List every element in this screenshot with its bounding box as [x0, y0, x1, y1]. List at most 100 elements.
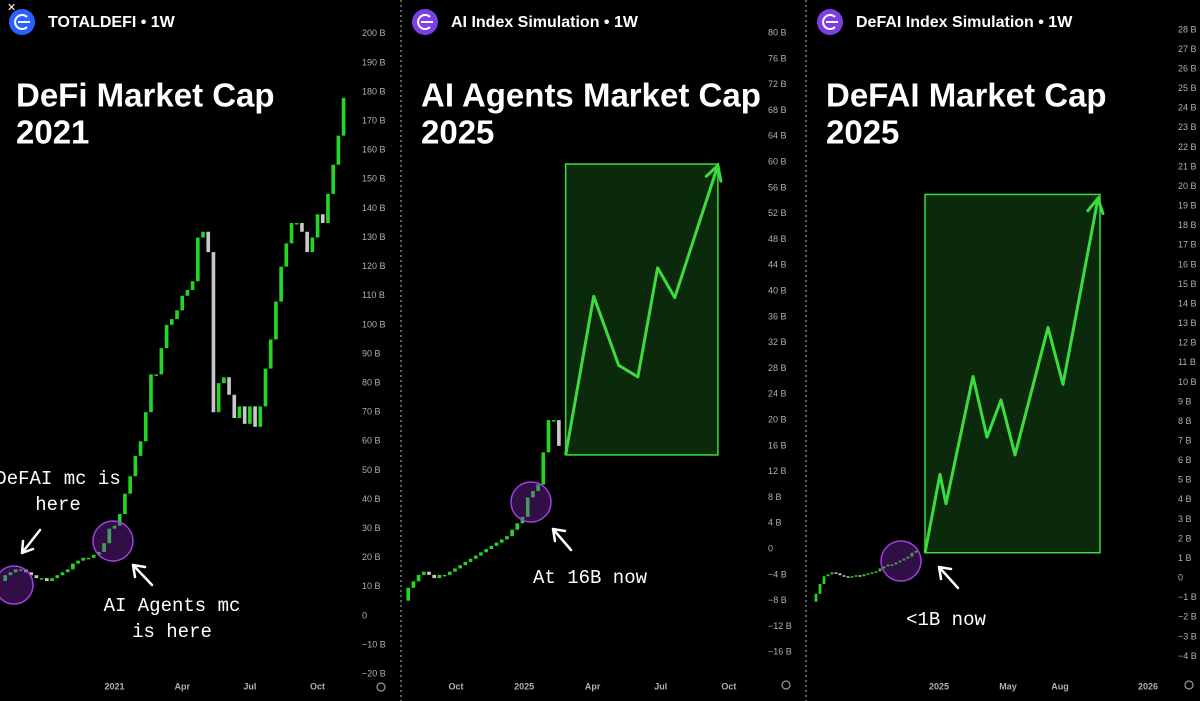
candle — [274, 301, 278, 340]
y-tick-label: 20 B — [362, 552, 381, 562]
projection-box — [564, 163, 719, 456]
projection-line — [564, 164, 720, 456]
candle — [211, 252, 216, 413]
candle — [822, 576, 826, 585]
y-tick-label: 60 B — [362, 436, 381, 446]
y-tick-label: 4 B — [1178, 494, 1192, 504]
candle — [294, 223, 299, 225]
y-tick-label: 70 B — [362, 407, 381, 417]
arrow — [551, 527, 573, 552]
candle — [55, 575, 60, 579]
candle — [222, 377, 226, 384]
candle — [117, 514, 122, 526]
candle — [437, 574, 442, 579]
candle — [874, 571, 878, 573]
candle — [882, 566, 886, 569]
y-tick-label: 7 B — [1178, 436, 1192, 446]
candle — [39, 578, 44, 580]
x-tick-label: 2026 — [1138, 681, 1158, 691]
y-tick-label: 36 B — [768, 311, 787, 321]
chart-title: DeFAI Index Simulation • 1W — [856, 14, 1073, 31]
y-tick-label: 2 B — [1178, 533, 1192, 543]
candle — [416, 574, 421, 582]
y-tick-label: 28 B — [1178, 24, 1197, 34]
y-tick-label: 18 B — [1178, 220, 1197, 230]
highlights — [0, 481, 922, 605]
candle — [515, 523, 520, 530]
candle — [406, 587, 411, 601]
close-icon[interactable]: ✕ — [7, 2, 16, 14]
candle — [894, 562, 898, 565]
y-tick-label: 52 B — [768, 208, 787, 218]
y-tick-label: 40 B — [768, 285, 787, 295]
y-tick-label: 20 B — [768, 414, 787, 424]
candle — [253, 406, 257, 427]
settings-icons — [376, 680, 1194, 692]
candle — [86, 557, 91, 560]
candle — [97, 551, 101, 555]
candle — [128, 476, 132, 494]
candle — [525, 497, 530, 517]
y-tick-label: 32 B — [768, 337, 787, 347]
candle — [854, 575, 858, 577]
candle — [341, 97, 346, 136]
candle — [149, 374, 153, 413]
candle — [279, 266, 283, 302]
candle — [107, 528, 112, 544]
y-tick-label: 8 B — [1178, 416, 1192, 426]
y-tick-label: 0 — [768, 543, 773, 553]
y-tick-label: 14 B — [1178, 298, 1197, 308]
candle — [60, 572, 65, 576]
y-tick-label: 16 B — [1178, 259, 1197, 269]
candle — [180, 295, 185, 311]
symbol-icon-glyph — [417, 14, 433, 30]
x-tick-label: Oct — [721, 681, 736, 691]
candle — [190, 281, 195, 290]
candle — [484, 549, 488, 553]
highlight-circle — [880, 540, 922, 582]
candle — [541, 452, 546, 485]
y-tick-label: 12 B — [1178, 338, 1197, 348]
y-tick-label: 90 B — [362, 348, 381, 358]
candle — [505, 536, 509, 540]
y-tick-label: 110 B — [362, 290, 385, 300]
settings-icon[interactable] — [376, 682, 386, 692]
highlight-circle — [0, 565, 34, 605]
y-tick-label: 23 B — [1178, 122, 1197, 132]
candle — [898, 560, 902, 563]
annotation: is here — [132, 621, 212, 643]
settings-icon[interactable] — [1184, 680, 1194, 690]
candle — [8, 572, 13, 576]
candle — [91, 554, 96, 558]
highlight-circle — [510, 481, 552, 523]
candle — [196, 237, 200, 282]
candle — [442, 574, 447, 577]
candle — [326, 193, 330, 224]
y-tick-label: 27 B — [1178, 44, 1197, 54]
y-tick-label: 3 B — [1178, 514, 1192, 524]
candle — [315, 214, 320, 238]
settings-icon[interactable] — [781, 680, 791, 690]
headline: 2021 — [16, 114, 89, 151]
x-tick-label: May — [999, 681, 1017, 691]
candle — [489, 545, 494, 550]
candle — [453, 568, 457, 572]
candle — [143, 412, 148, 442]
candle — [310, 237, 315, 253]
candle — [305, 231, 309, 253]
candle — [102, 543, 106, 552]
y-tick-label: 19 B — [1178, 201, 1197, 211]
y-tick-label: −2 B — [1178, 612, 1197, 622]
headline: AI Agents Market Cap — [421, 77, 761, 114]
y-tick-label: 120 B — [362, 261, 386, 271]
y-tick-label: 15 B — [1178, 279, 1197, 289]
y-tick-label: 56 B — [768, 182, 787, 192]
candle — [268, 339, 273, 369]
candle — [300, 223, 304, 232]
candle — [50, 578, 54, 582]
candle — [185, 289, 190, 296]
arrows — [20, 527, 960, 590]
y-tick-label: 160 B — [362, 145, 386, 155]
candle — [29, 572, 34, 576]
y-tick-label: 40 B — [362, 494, 381, 504]
